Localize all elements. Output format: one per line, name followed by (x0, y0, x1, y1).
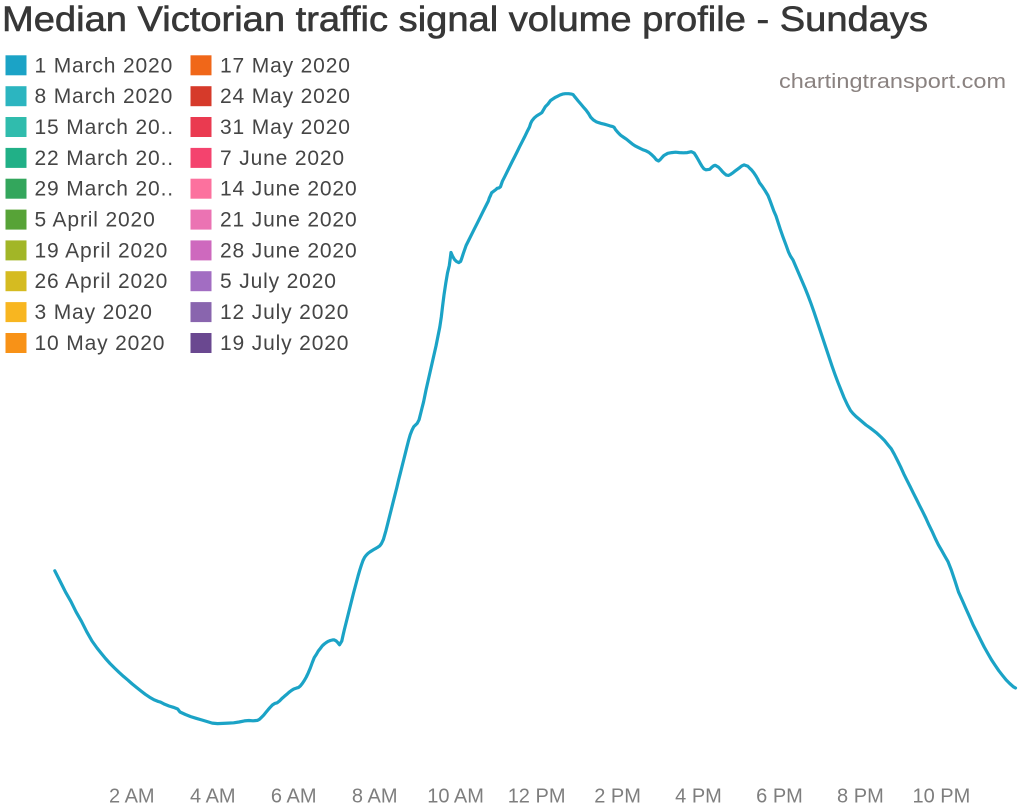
svg-text:8 AM: 8 AM (352, 786, 398, 808)
svg-text:5 July 2020: 5 July 2020 (220, 270, 337, 293)
svg-text:6 PM: 6 PM (756, 786, 803, 808)
svg-text:chartingtransport.com: chartingtransport.com (779, 71, 1006, 93)
svg-text:31 May 2020: 31 May 2020 (220, 116, 351, 139)
svg-text:14 June 2020: 14 June 2020 (220, 178, 357, 201)
svg-text:8 March 2020: 8 March 2020 (35, 85, 174, 108)
svg-text:Median Victorian traffic signa: Median Victorian traffic signal volume p… (2, 0, 928, 39)
svg-text:28 June 2020: 28 June 2020 (220, 239, 357, 262)
svg-text:10 May 2020: 10 May 2020 (35, 332, 166, 355)
svg-text:4 PM: 4 PM (675, 786, 722, 808)
svg-text:24 May 2020: 24 May 2020 (220, 85, 351, 108)
svg-text:3 May 2020: 3 May 2020 (35, 301, 153, 324)
svg-text:4 AM: 4 AM (190, 786, 236, 808)
svg-text:2 AM: 2 AM (109, 786, 155, 808)
svg-text:8 PM: 8 PM (837, 786, 884, 808)
svg-text:10 PM: 10 PM (912, 786, 970, 808)
svg-text:26 April 2020: 26 April 2020 (35, 270, 169, 293)
svg-text:7 June 2020: 7 June 2020 (220, 147, 345, 170)
svg-text:12 PM: 12 PM (508, 786, 566, 808)
svg-text:19 July 2020: 19 July 2020 (220, 332, 349, 355)
svg-text:21 June 2020: 21 June 2020 (220, 209, 357, 232)
svg-text:15 March 20..: 15 March 20.. (35, 116, 174, 139)
svg-text:12 July 2020: 12 July 2020 (220, 301, 349, 324)
svg-text:2 PM: 2 PM (594, 786, 641, 808)
svg-text:22 March 20..: 22 March 20.. (35, 147, 174, 170)
svg-text:29 March 20..: 29 March 20.. (35, 178, 174, 201)
svg-text:10 AM: 10 AM (427, 786, 484, 808)
svg-text:17 May 2020: 17 May 2020 (220, 54, 351, 77)
svg-text:1 March 2020: 1 March 2020 (35, 54, 174, 77)
svg-text:5 April 2020: 5 April 2020 (35, 209, 156, 232)
svg-text:6 AM: 6 AM (271, 786, 317, 808)
svg-text:19 April 2020: 19 April 2020 (35, 239, 169, 262)
